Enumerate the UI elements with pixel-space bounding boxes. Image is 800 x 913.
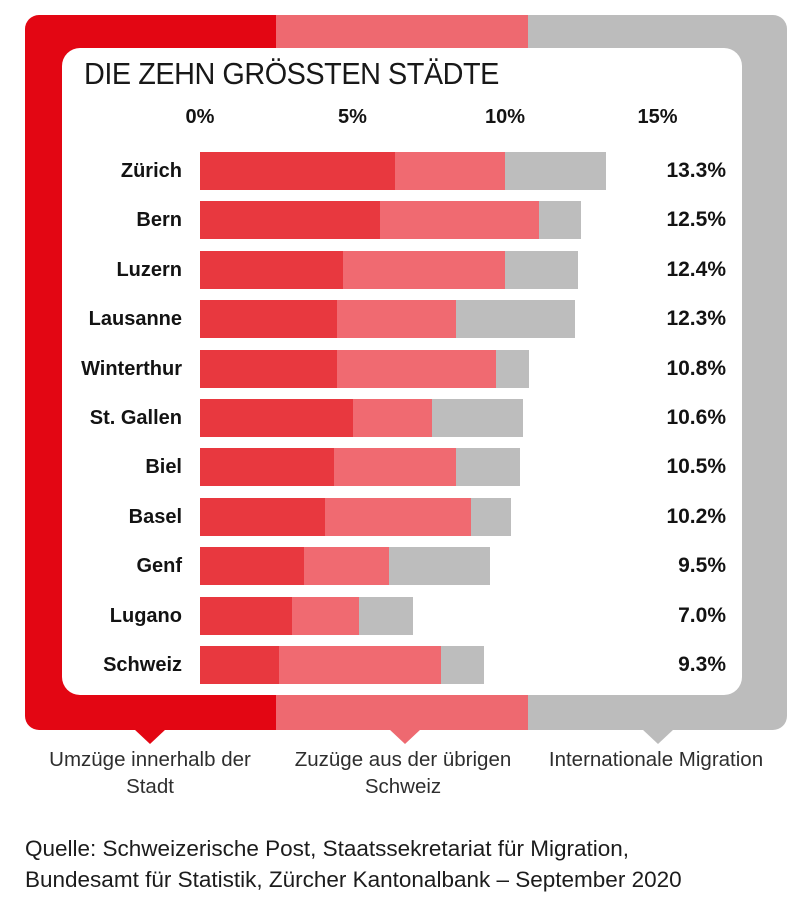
source-line-2: Bundesamt für Statistik, Zürcher Kantona… (25, 867, 682, 892)
chart-row: Luzern 12.4% (62, 250, 742, 289)
total-label: 9.5% (678, 554, 726, 578)
city-label: Winterthur (81, 357, 182, 380)
bar-segment-international-migration (389, 547, 490, 586)
city-label: Biel (145, 456, 182, 479)
chart-row: Biel 10.5% (62, 448, 742, 487)
total-label: 13.3% (666, 159, 726, 182)
x-axis-tick: 15% (637, 106, 678, 128)
bar-segment-international-migration (456, 300, 576, 339)
source-line-1: Quelle: Schweizerische Post, Staatssekre… (25, 836, 630, 861)
stacked-bar (200, 250, 579, 289)
bar-segment-inner-moves (200, 250, 344, 289)
chart-row: Genf 9.5% (62, 547, 742, 586)
stacked-bar (200, 300, 576, 339)
legend-pointer-down-pink-icon (389, 729, 421, 744)
stacked-bar (200, 349, 530, 388)
bar-segment-swiss-arrivals (291, 596, 359, 635)
bar-segment-inner-moves (200, 300, 338, 339)
x-axis: 0% 5% 10% 15% (62, 106, 742, 132)
x-axis-tick: 10% (484, 106, 526, 128)
stacked-bar (200, 596, 414, 635)
chart-row: Lugano 7.0% (62, 596, 742, 635)
bar-segment-international-migration (504, 152, 606, 190)
bar-segment-inner-moves (200, 547, 304, 586)
stacked-bar (200, 448, 521, 487)
stacked-bar (200, 547, 490, 586)
bar-segment-inner-moves (200, 152, 396, 190)
bar-segment-inner-moves (200, 448, 335, 487)
bar-segment-swiss-arrivals (303, 547, 390, 586)
total-label: 12.3% (666, 307, 726, 331)
chart-row: Lausanne 12.3% (62, 300, 742, 339)
bar-segment-international-migration (504, 250, 579, 289)
total-label: 9.3% (678, 652, 726, 676)
city-label: Lausanne (88, 308, 182, 331)
legend-label-international-migration: Internationale Migration (548, 748, 764, 771)
city-label: Genf (136, 555, 182, 578)
bar-segment-international-migration (431, 398, 524, 437)
bar-segment-swiss-arrivals (395, 152, 505, 190)
source-note: Quelle: Schweizerische Post, Staatssekre… (25, 833, 682, 895)
chart-row: Basel 10.2% (62, 497, 742, 536)
city-label: Bern (136, 209, 182, 232)
bar-segment-inner-moves (200, 596, 292, 635)
chart-title: DIE ZEHN GRÖSSTEN STÄDTE (84, 56, 499, 91)
total-label: 10.6% (666, 405, 726, 429)
bar-segment-inner-moves (200, 398, 353, 437)
bar-segment-swiss-arrivals (379, 201, 539, 240)
bar-segment-international-migration (538, 201, 582, 240)
chart-card: DIE ZEHN GRÖSSTEN STÄDTE 0% 5% 10% 15% Züri… (62, 48, 742, 695)
bar-segment-international-migration (495, 349, 530, 388)
bar-segment-inner-moves (200, 349, 338, 388)
bar-segment-swiss-arrivals (279, 645, 441, 684)
bar-segment-international-migration (471, 497, 512, 536)
legend-pointer-down-gray-icon (642, 729, 674, 744)
bar-segment-swiss-arrivals (337, 349, 496, 388)
bar-segment-international-migration (456, 448, 521, 487)
chart-row: Winterthur 10.8% (62, 349, 742, 388)
bar-segment-swiss-arrivals (337, 300, 457, 339)
stacked-bar (200, 645, 484, 684)
x-axis-tick: 5% (338, 106, 367, 128)
bar-segment-international-migration (440, 645, 484, 684)
total-label: 7.0% (678, 603, 726, 627)
stacked-bar (200, 152, 606, 190)
bar-segment-inner-moves (200, 497, 326, 536)
bar-segment-swiss-arrivals (352, 398, 432, 437)
city-label: Lugano (109, 604, 182, 627)
total-label: 10.8% (666, 356, 726, 380)
city-label: Schweiz (103, 653, 182, 676)
legend-label-inner-moves: Umzüge innerhalb der Stadt (49, 748, 251, 798)
chart-row: Bern 12.5% (62, 201, 742, 240)
bar-rows: Zürich 13.3% Bern 12.5% Luzern 12.4% Lausanne 1… (62, 152, 742, 695)
legend-pointer-down-red-icon (134, 729, 166, 744)
chart-row: Schweiz 9.3% (62, 645, 742, 684)
bar-segment-inner-moves (200, 645, 280, 684)
stacked-bar (200, 497, 512, 536)
total-label: 12.5% (666, 208, 726, 232)
chart-row: St. Gallen 10.6% (62, 398, 742, 437)
chart-row: Zürich 13.3% (62, 152, 742, 190)
city-label: St. Gallen (89, 406, 182, 429)
bar-segment-swiss-arrivals (343, 250, 505, 289)
bar-segment-international-migration (358, 596, 414, 635)
total-label: 10.2% (666, 504, 726, 528)
stacked-bar (200, 398, 524, 437)
bar-segment-swiss-arrivals (325, 497, 472, 536)
total-label: 12.4% (666, 257, 726, 281)
city-label: Luzern (116, 258, 182, 281)
city-label: Zürich (120, 160, 182, 182)
total-label: 10.5% (666, 455, 726, 479)
city-label: Basel (128, 505, 182, 528)
stacked-bar (200, 201, 582, 240)
bar-segment-inner-moves (200, 201, 380, 240)
legend-label-swiss-arrivals: Zuzüge aus der übrigen Schweiz (294, 748, 512, 798)
bar-segment-swiss-arrivals (334, 448, 457, 487)
x-axis-tick: 0% (185, 106, 215, 128)
